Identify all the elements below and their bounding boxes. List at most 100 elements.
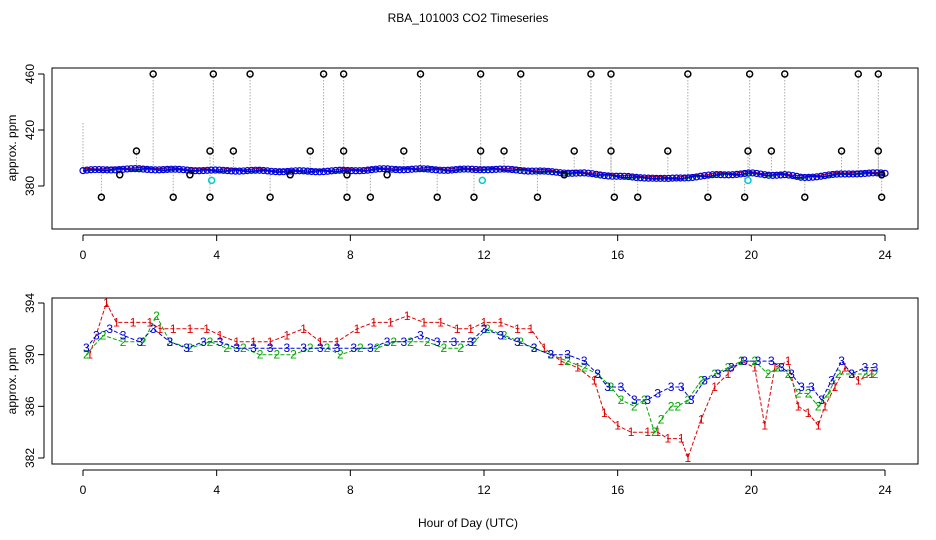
- top-series3-point: [235, 167, 243, 175]
- top-outlier-point: [433, 193, 441, 201]
- bottom-series-1-point: 1: [725, 367, 732, 381]
- bottom-series-3-line: [85, 328, 875, 401]
- bottom-series-1-point: 1: [541, 341, 548, 355]
- top-outlier-point: [874, 147, 883, 155]
- top-series3-point: [356, 167, 364, 175]
- bottom-series-3-point: 3: [547, 348, 554, 362]
- bottom-series-1-point: 1: [157, 322, 164, 336]
- top-series3-point: [813, 173, 821, 181]
- top-series3-point: [352, 167, 360, 175]
- bottom-series-1-point: 1: [481, 315, 488, 329]
- top-flagged-point: [478, 176, 487, 185]
- top-outlier-point: [633, 193, 642, 201]
- top-outlier-point: [874, 70, 883, 78]
- bottom-series-2-point: 2: [471, 335, 478, 349]
- top-series3-point: [155, 166, 163, 174]
- bottom-series-3-point: 3: [217, 335, 224, 349]
- bottom-series-1-point: 1: [203, 322, 210, 336]
- top-outlier-point: [116, 171, 124, 179]
- top-outlier-point: [854, 70, 863, 78]
- bottom-series-3-point: 3: [300, 341, 307, 355]
- bottom-series-3-point: 3: [150, 322, 157, 336]
- bottom-series-1-point: 1: [628, 425, 635, 439]
- top-series3-point: [480, 166, 488, 174]
- top-series3-point: [143, 165, 151, 174]
- top-outlier-point: [339, 147, 348, 155]
- bottom-series-3-point: 3: [250, 341, 257, 355]
- bottom-series-3-point: 3: [514, 335, 521, 349]
- top-series3-point: [484, 166, 492, 174]
- top-outlier-point: [607, 70, 615, 78]
- top-series3-point: [187, 166, 195, 175]
- top-series3-point: [376, 165, 384, 173]
- bottom-series-3-point: 3: [497, 328, 504, 342]
- top-series3-point: [159, 166, 167, 174]
- bottom-series-3-point: 3: [93, 328, 100, 342]
- top-series3-point: [777, 171, 785, 179]
- bottom-series-1-point: 1: [795, 399, 802, 413]
- top-series3-point: [428, 165, 436, 174]
- bottom-series-2-point: 2: [83, 348, 90, 362]
- top-series3-point: [741, 169, 749, 178]
- bottom-series-1-line: [89, 301, 872, 460]
- bottom-series-1-point: 1: [370, 315, 377, 329]
- bottom-series-2-point: 2: [738, 354, 745, 368]
- top-outlier-point: [745, 70, 754, 78]
- top-series3-point: [123, 165, 131, 173]
- top-outlier-point: [229, 147, 238, 155]
- bottom-series-2-point: 2: [684, 393, 691, 407]
- top-series3-point: [420, 165, 428, 173]
- top-outlier-point: [206, 147, 214, 155]
- bottom-series-2-point: 2: [608, 380, 615, 394]
- bottom-series-3-point: 3: [317, 341, 324, 355]
- bottom-x-tick-label: 4: [213, 483, 220, 497]
- top-y-tick-label: 460: [23, 64, 37, 84]
- top-series3-point: [167, 165, 175, 173]
- top-series3-point: [247, 166, 256, 174]
- bottom-series-2-point: 2: [501, 328, 508, 342]
- bottom-series-2-point: 2: [290, 348, 297, 362]
- bottom-series-2-point: 2: [407, 335, 414, 349]
- top-series3-point: [568, 169, 576, 177]
- top-outlier-point: [319, 70, 328, 78]
- top-outlier-point: [517, 70, 525, 78]
- top-series3-point: [628, 173, 636, 181]
- top-series3-point: [452, 165, 460, 174]
- top-series3-point: [111, 166, 119, 174]
- bottom-series-1-point: 1: [558, 354, 565, 368]
- bottom-series-1-point: 1: [832, 380, 839, 394]
- bottom-series-3-point: 3: [808, 380, 815, 394]
- top-series3-point: [243, 167, 252, 175]
- top-x-tick-label: 20: [745, 248, 759, 262]
- top-series3-point: [853, 170, 861, 178]
- top-outlier-point: [570, 147, 578, 155]
- bottom-series-3: 33 3 3 333 3 3 3 3 3 3 3 3 3 3 3 3 3 3 3 3 3 33 3 3 3 3 3 333 33 3 3 3 3…: [83, 322, 879, 407]
- top-series3-point: [392, 165, 400, 174]
- bottom-series-3-point: 3: [715, 367, 722, 381]
- bottom-series-2-point: 2: [674, 399, 681, 413]
- top-series3-point: [380, 165, 388, 173]
- bottom-y-tick-label: 382: [23, 448, 37, 468]
- bottom-series-2-line: [85, 314, 875, 434]
- top-outlier-point: [877, 171, 886, 179]
- bottom-series-3-point: 3: [564, 348, 571, 362]
- top-series3-point: [364, 166, 372, 174]
- bottom-series-1-point: 1: [354, 322, 361, 336]
- top-series3-point: [680, 174, 689, 182]
- bottom-series-1-point: 1: [497, 315, 504, 329]
- bottom-series-3-point: 3: [106, 322, 113, 336]
- top-series3-point: [797, 173, 805, 181]
- bottom-series-3-point: 3: [741, 354, 748, 368]
- top-outlier-point: [877, 193, 886, 201]
- top-series3-point: [849, 170, 857, 178]
- bottom-series-3-point: 3: [728, 361, 735, 375]
- top-series3-point: [207, 166, 215, 174]
- bottom-series-3-point: 3: [644, 393, 651, 407]
- bottom-series-3-point: 3: [798, 380, 805, 394]
- bottom-series-1-point: 1: [855, 374, 862, 388]
- top-outlier-point: [149, 70, 157, 78]
- top-series3-point: [424, 165, 432, 173]
- top-series3-point: [528, 167, 536, 175]
